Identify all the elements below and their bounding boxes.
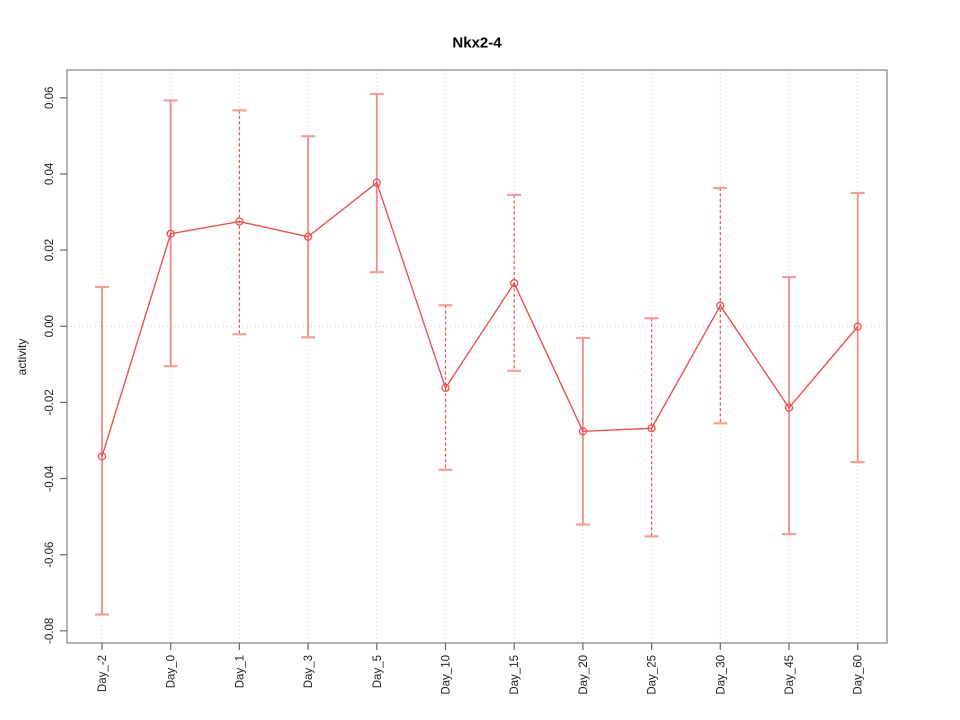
data-point-marker <box>578 427 588 436</box>
data-point-marker <box>303 232 313 241</box>
data-point-marker <box>97 452 107 461</box>
data-point-marker <box>166 229 175 238</box>
error-bars-layer <box>95 92 865 616</box>
x-tick-label: Day_15 <box>509 655 521 695</box>
data-point-marker <box>853 322 862 331</box>
x-tick-label: Day_10 <box>441 655 453 695</box>
axis-ticks-and-labels-layer: 0.06 0.04 0.02 0.00 -0.02 -0.04 -0.06 -0.08 Day_… <box>44 87 865 695</box>
grid-layer <box>67 70 887 643</box>
x-tick-label: Day_1 <box>234 655 246 688</box>
data-point-marker <box>441 383 450 393</box>
chart-title: Nkx2-4 <box>452 34 502 52</box>
data-points-layer <box>97 178 862 461</box>
data-point-marker <box>647 424 656 433</box>
data-point-marker <box>784 403 794 412</box>
data-point-marker <box>235 217 244 226</box>
x-tick-label: Day_0 <box>166 655 178 688</box>
x-tick-label: Day_45 <box>784 655 796 695</box>
x-tick-label: Day_3 <box>303 655 315 688</box>
x-tick-label: Day_25 <box>647 655 659 695</box>
x-tick-label: Day_20 <box>578 655 590 695</box>
y-tick-label: 0.02 <box>44 239 56 261</box>
data-point-marker <box>372 178 381 187</box>
x-tick-label: Day_30 <box>715 655 727 695</box>
x-tick-label: Day_-2 <box>97 655 109 692</box>
y-tick-label: 0.04 <box>44 162 56 185</box>
y-axis-title: activity <box>15 338 29 376</box>
y-tick-label: 0.00 <box>44 315 56 337</box>
y-tick-label: 0.06 <box>44 87 56 109</box>
data-point-marker <box>510 279 519 288</box>
y-tick-label: -0.06 <box>44 542 56 568</box>
plot-frame <box>66 69 888 644</box>
series-line-layer <box>101 181 859 457</box>
series-line <box>101 181 859 457</box>
x-tick-label: Day_60 <box>853 655 865 695</box>
y-tick-label: -0.08 <box>44 618 56 644</box>
data-point-marker <box>716 301 725 310</box>
x-tick-label: Day_5 <box>372 655 384 688</box>
plot-frame-layer <box>66 69 888 644</box>
y-tick-label: -0.02 <box>44 389 56 415</box>
y-tick-label: -0.04 <box>44 465 56 492</box>
